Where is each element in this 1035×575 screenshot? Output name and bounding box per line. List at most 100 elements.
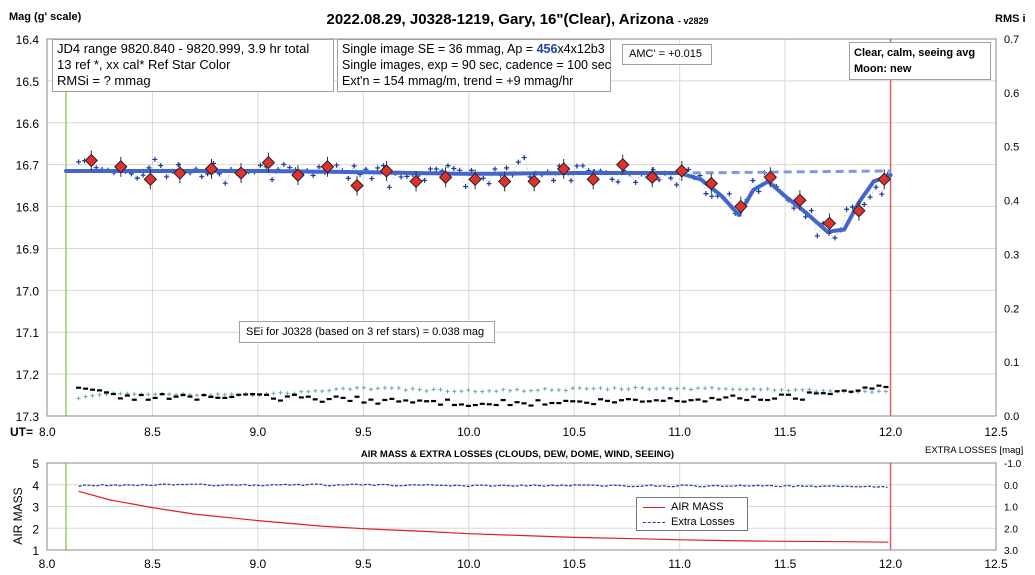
binned-point: [379, 164, 394, 178]
rms-point: [556, 388, 561, 393]
lower-y-tick-label: 3: [32, 501, 39, 515]
extra-point: [716, 398, 722, 401]
rms-point: [709, 385, 714, 390]
lower-x-tick-label: 8.0: [39, 557, 56, 571]
data-point: [633, 179, 639, 185]
extra-losses-line: [78, 483, 888, 488]
se-line: Single image SE = 36 mmag, Ap = 456x4x12…: [342, 41, 606, 57]
rms-point: [633, 385, 638, 390]
extra-point: [382, 398, 388, 402]
legend-item-airmass: AIR MASS: [643, 500, 724, 514]
data-point: [422, 177, 428, 183]
extra-point: [486, 403, 492, 406]
data-point: [844, 206, 850, 212]
extra-point: [806, 391, 812, 394]
rms-point: [591, 386, 596, 391]
data-point: [515, 159, 521, 165]
extra-point: [410, 401, 416, 404]
main-y-axis-label: Mag (g' scale): [9, 11, 82, 23]
rms-point: [647, 387, 652, 392]
extra-point: [646, 400, 652, 403]
lower-right-axis-label: EXTRA LOSSES [mag]: [925, 445, 1024, 456]
extra-point: [723, 396, 729, 399]
data-point: [879, 191, 885, 197]
extra-point: [730, 394, 736, 397]
data-point: [164, 174, 170, 180]
extra-point: [465, 404, 471, 407]
rms-point: [368, 387, 373, 392]
extra-point: [869, 387, 875, 390]
lower-legend: AIR MASS Extra Losses: [636, 497, 748, 531]
jd4-range-text: JD4 range 9820.840 - 9820.999, 3.9 hr to…: [57, 41, 310, 56]
data-point: [287, 165, 293, 171]
extra-point: [250, 393, 256, 396]
rms-point: [535, 388, 540, 393]
data-point: [580, 163, 586, 169]
extra-point: [76, 386, 82, 389]
data-point: [486, 181, 492, 187]
lower-chart-plot: [65, 463, 892, 550]
binned-point: [497, 174, 512, 189]
rms-point: [716, 386, 721, 391]
extra-point: [305, 395, 311, 398]
lower-y-tick-label: 2: [32, 522, 39, 536]
lower-right-tick-label: 0.0: [1004, 481, 1018, 492]
data-point: [656, 177, 662, 183]
rms-point: [869, 390, 874, 395]
data-point: [445, 163, 451, 169]
rms-point: [619, 387, 624, 392]
rms-point: [417, 387, 422, 392]
rms-point: [682, 386, 687, 391]
data-point: [222, 180, 228, 186]
lower-right-tick-label: -1.0: [1004, 459, 1022, 470]
extra-point: [549, 401, 555, 405]
extra-point: [312, 398, 318, 401]
extra-point: [243, 393, 249, 396]
data-point: [492, 166, 498, 172]
exposure-text: Single images, exp = 90 sec, cadence = 1…: [342, 58, 611, 72]
extra-point: [799, 398, 805, 401]
rms-point: [654, 386, 659, 391]
data-point: [369, 176, 375, 182]
binned-point: [204, 162, 219, 176]
binned-point: [114, 160, 128, 174]
rms-point: [501, 387, 506, 392]
extra-point: [758, 398, 764, 401]
rms-point: [320, 389, 325, 394]
extra-point: [479, 402, 485, 405]
extra-point: [765, 398, 771, 402]
extra-point: [340, 396, 346, 400]
data-point: [433, 166, 439, 172]
binned-point: [234, 166, 248, 180]
extra-point: [639, 400, 645, 403]
binned-point: [852, 204, 866, 218]
rms-point: [452, 389, 457, 394]
binned-point: [675, 164, 689, 178]
right-y-tick-label: 0.2: [1004, 303, 1019, 315]
ut-axis-label: UT=: [10, 425, 33, 439]
data-point: [427, 166, 433, 172]
binned-point: [527, 174, 541, 189]
data-point: [615, 179, 621, 185]
data-point: [609, 176, 615, 182]
extinction-text: Ext'n = 154 mmag/m, trend = +9 mmag/hr: [342, 74, 574, 88]
rmsi-text: RMSi = ? mmag: [57, 73, 151, 88]
rms-point: [424, 388, 429, 393]
extra-point: [187, 395, 193, 398]
rms-point: [334, 386, 339, 391]
extra-point: [855, 389, 861, 392]
lower-y-axis-label: AIR MASS: [11, 487, 25, 545]
extra-point: [709, 396, 715, 400]
main-x-tick-label: 11.5: [774, 425, 797, 439]
binned-point: [645, 170, 659, 184]
data-point: [803, 214, 809, 220]
extra-point: [493, 403, 499, 407]
single-image-info-box: Single image SE = 36 mmag, Ap = 456x4x12…: [337, 39, 611, 92]
rms-point: [445, 389, 450, 394]
extra-point: [598, 398, 604, 401]
main-x-tick-label: 10.5: [563, 425, 587, 439]
data-point: [861, 201, 867, 207]
extra-point: [876, 384, 882, 387]
main-x-tick-label: 9.5: [355, 425, 372, 439]
